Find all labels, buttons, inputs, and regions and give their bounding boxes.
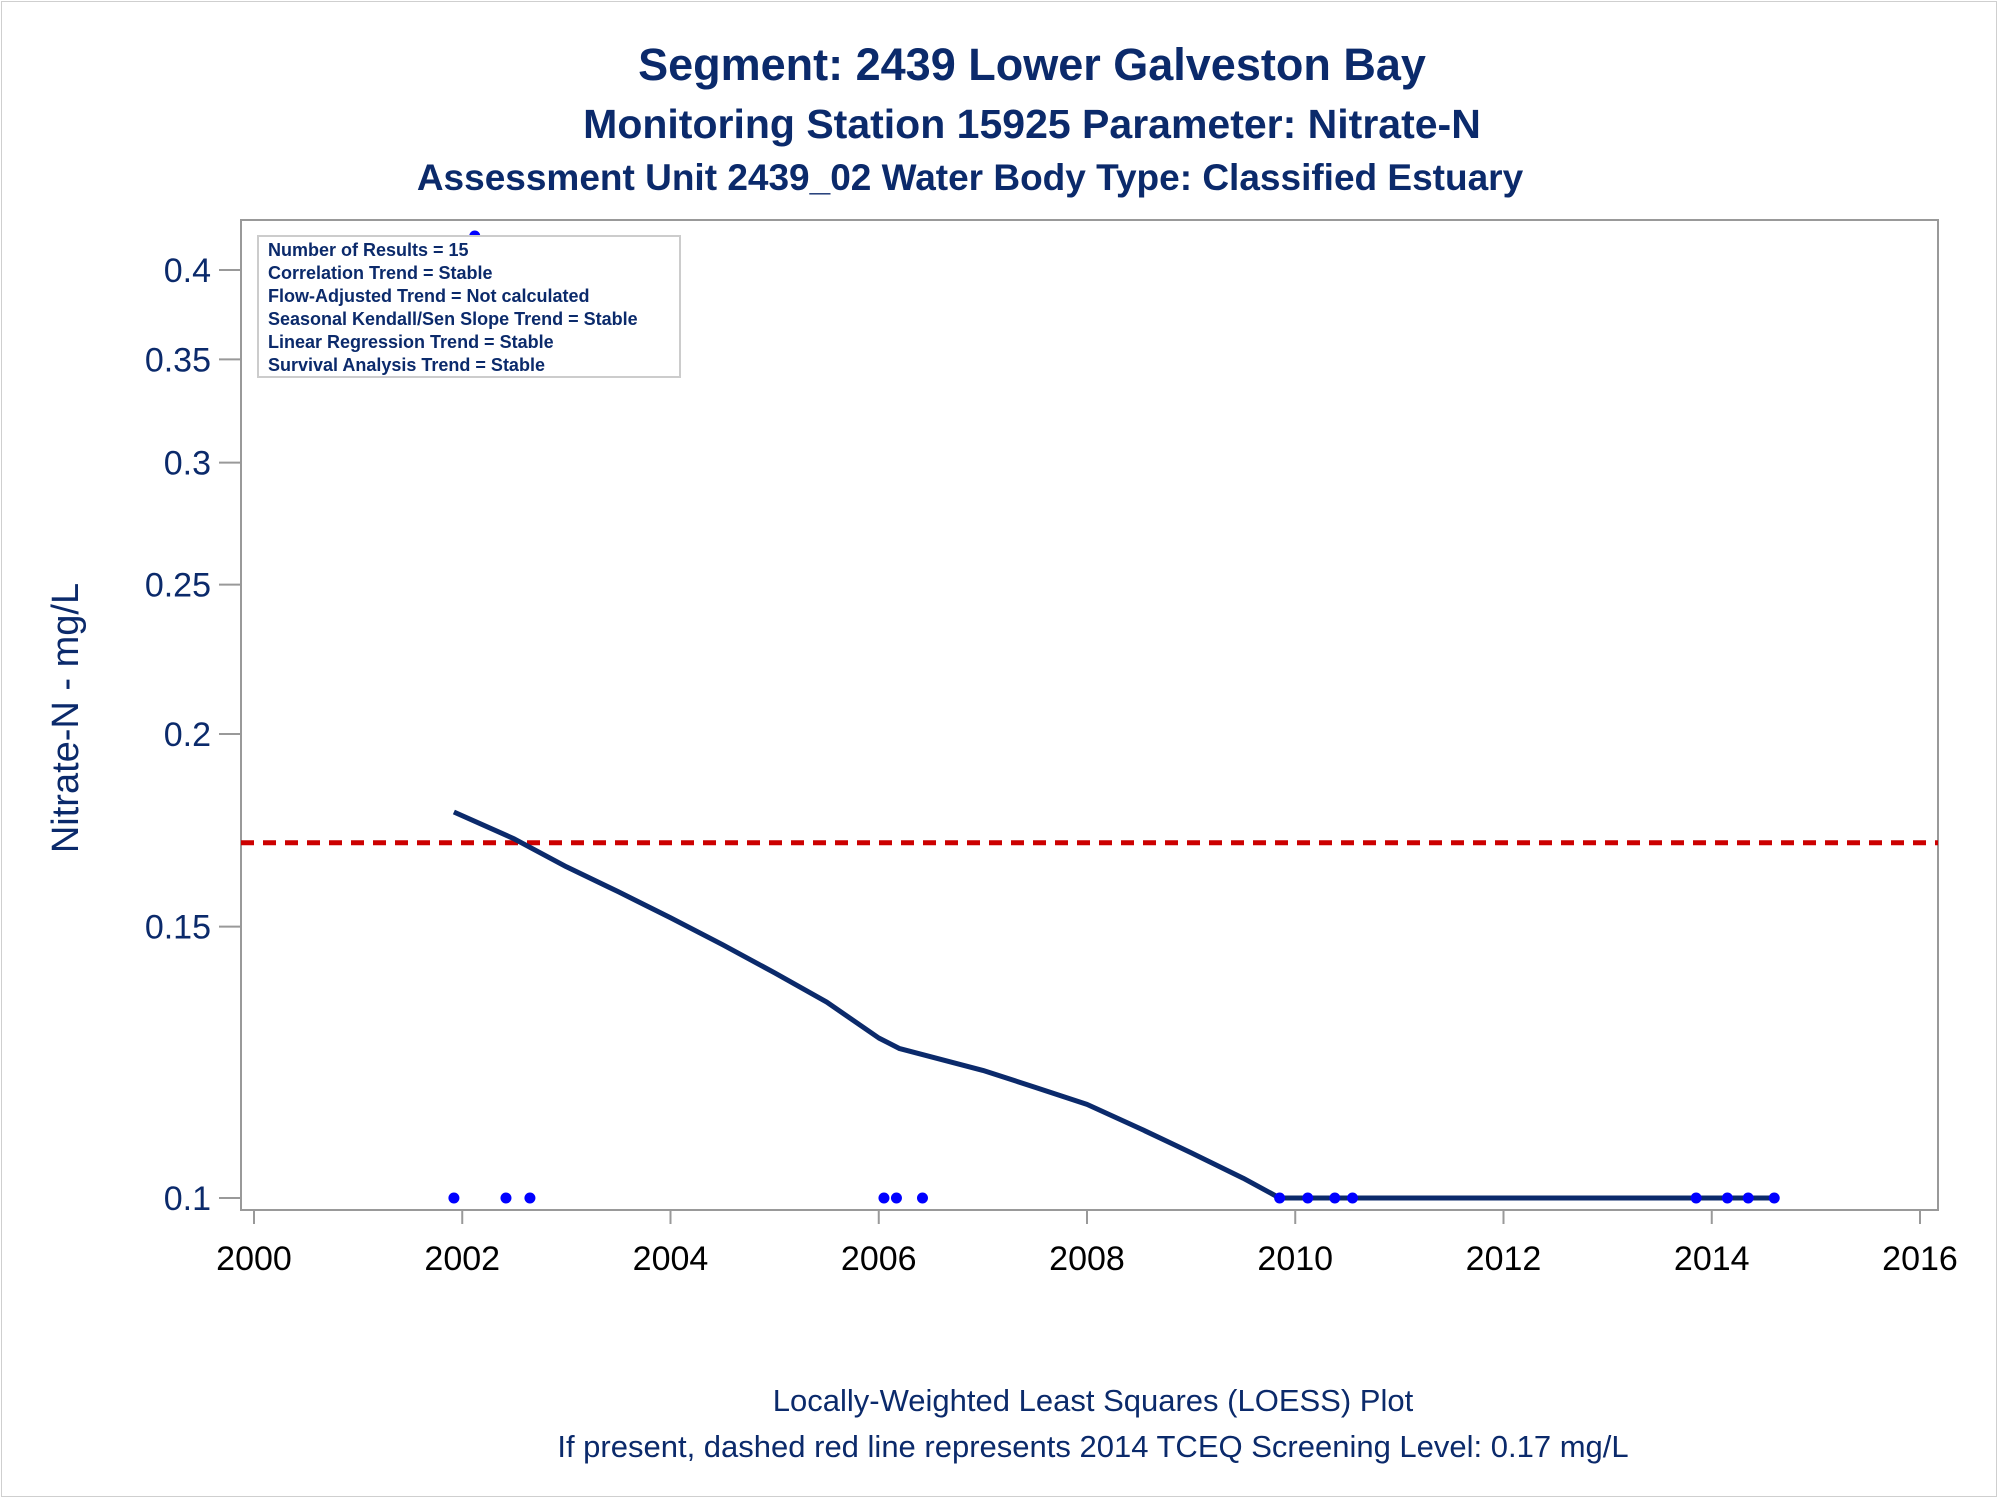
data-points [448, 230, 1780, 1204]
plot-area [240, 219, 1939, 1211]
y-tick-label: 0.35 [145, 341, 211, 379]
stats-box-lines: Number of Results = 15 Correlation Trend… [268, 240, 638, 375]
stats-line: Linear Regression Trend = Stable [268, 332, 554, 352]
data-point [500, 1192, 512, 1204]
x-tick-label: 2010 [1257, 1240, 1333, 1278]
x-tick-label: 2004 [633, 1240, 709, 1278]
data-point [1690, 1192, 1702, 1204]
x-tick-label: 2016 [1882, 1240, 1958, 1278]
data-point [1302, 1192, 1314, 1204]
y-tick-label: 0.15 [145, 909, 211, 947]
footnote-screening: If present, dashed red line represents 2… [557, 1429, 1628, 1464]
data-point [1742, 1192, 1754, 1204]
y-tick-label: 0.25 [145, 567, 211, 605]
stats-line: Survival Analysis Trend = Stable [268, 355, 545, 375]
x-tick-label: 2014 [1674, 1240, 1750, 1278]
data-point [1329, 1192, 1341, 1204]
x-tick-label: 2008 [1049, 1240, 1125, 1278]
chart-subtitle-station: Monitoring Station 15925 Parameter: Nitr… [583, 101, 1481, 147]
data-point [1274, 1192, 1286, 1204]
chart-subtitle-assessment: Assessment Unit 2439_02 Water Body Type:… [417, 157, 1524, 198]
chart-title: Segment: 2439 Lower Galveston Bay [638, 39, 1426, 90]
data-point [1347, 1192, 1359, 1204]
stats-line: Correlation Trend = Stable [268, 263, 493, 283]
y-axis: 0.1 0.15 0.2 0.25 0.3 0.35 0.4 [145, 252, 241, 1218]
data-point [448, 1192, 460, 1204]
y-axis-label: Nitrate-N - mg/L [45, 583, 87, 853]
stats-line: Seasonal Kendall/Sen Slope Trend = Stabl… [268, 309, 638, 329]
data-point [1768, 1192, 1780, 1204]
x-tick-label: 2000 [216, 1240, 292, 1278]
stats-box [257, 235, 681, 378]
data-point [1721, 1192, 1733, 1204]
stats-line: Number of Results = 15 [268, 240, 469, 260]
x-tick-label: 2002 [424, 1240, 500, 1278]
data-point [878, 1192, 890, 1204]
data-point [890, 1192, 902, 1204]
y-tick-label: 0.2 [164, 716, 211, 754]
x-axis: 2000 2002 2004 2006 2008 2010 2012 2014 2016 [216, 1210, 1958, 1278]
y-tick-label: 0.1 [164, 1180, 211, 1218]
y-tick-label: 0.4 [164, 252, 211, 290]
x-tick-label: 2012 [1466, 1240, 1542, 1278]
y-tick-label: 0.3 [164, 445, 211, 483]
data-point [524, 1192, 536, 1204]
footnote-loess: Locally-Weighted Least Squares (LOESS) P… [773, 1383, 1414, 1418]
data-point [916, 1192, 928, 1204]
x-tick-label: 2006 [841, 1240, 917, 1278]
loess-line [452, 809, 1775, 1201]
stats-line: Flow-Adjusted Trend = Not calculated [268, 286, 590, 306]
